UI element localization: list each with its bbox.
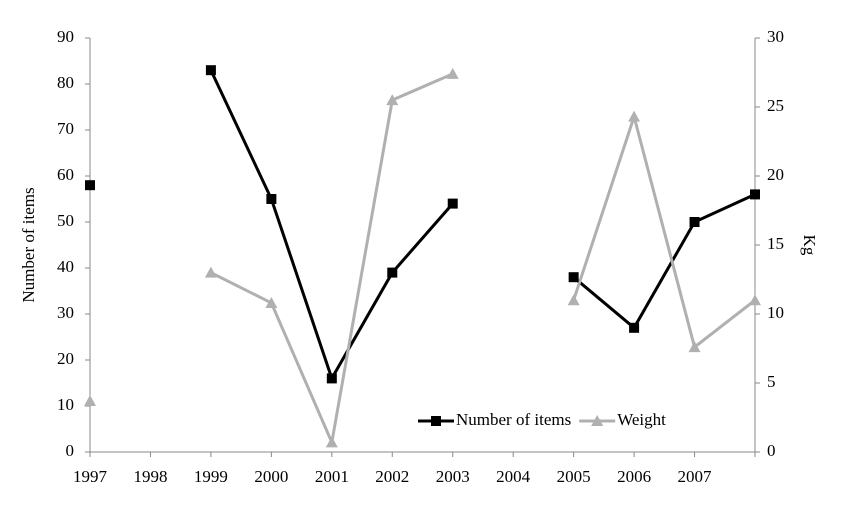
legend-label: Weight	[617, 410, 666, 429]
y-tick-label: 0	[66, 441, 75, 460]
x-tick-label: 2000	[254, 467, 288, 486]
y2-tick-label: 15	[767, 234, 784, 253]
data-point	[629, 322, 640, 333]
x-tick-label: 2007	[678, 467, 713, 486]
y-tick-label: 50	[57, 211, 74, 230]
x-tick-label: 2002	[375, 467, 409, 486]
x-tick-label: 2006	[617, 467, 651, 486]
y-tick-label: 20	[57, 349, 74, 368]
y2-tick-label: 10	[767, 303, 784, 322]
x-tick-label: 2003	[436, 467, 470, 486]
legend-marker	[431, 416, 441, 426]
y-tick-label: 10	[57, 395, 74, 414]
data-point	[446, 67, 459, 79]
y2-tick-label: 30	[767, 27, 784, 46]
y-tick-label: 80	[57, 73, 74, 92]
y-tick-label: 30	[57, 303, 74, 322]
y2-tick-label: 20	[767, 165, 784, 184]
y-axis-label: Number of items	[19, 187, 38, 302]
data-point	[688, 341, 701, 353]
data-point	[204, 266, 217, 278]
data-point	[265, 296, 278, 308]
data-point	[628, 110, 641, 122]
legend-label: Number of items	[456, 410, 571, 429]
data-point	[568, 272, 579, 283]
data-point	[387, 267, 398, 278]
y2-axis-label: Kg	[800, 235, 819, 256]
y2-tick-label: 5	[767, 372, 776, 391]
data-point	[326, 373, 337, 384]
data-point	[689, 217, 700, 227]
y-tick-label: 70	[57, 119, 74, 138]
y2-tick-label: 0	[767, 441, 776, 460]
data-point	[750, 189, 760, 200]
y-tick-label: 60	[57, 165, 74, 184]
data-point	[325, 436, 338, 448]
x-tick-label: 2004	[496, 467, 531, 486]
series-line	[209, 69, 756, 383]
x-tick-label: 1999	[194, 467, 228, 486]
y-tick-label: 90	[57, 27, 74, 46]
data-point	[266, 194, 277, 204]
x-tick-label: 2001	[315, 467, 349, 486]
x-tick-label: 1997	[73, 467, 108, 486]
x-tick-label: 1998	[133, 467, 167, 486]
data-point	[84, 394, 96, 406]
data-point	[85, 180, 95, 191]
data-point	[205, 65, 216, 76]
y-tick-label: 40	[57, 257, 74, 276]
data-point	[447, 198, 458, 209]
data-point	[386, 94, 399, 106]
data-point	[749, 294, 761, 306]
x-tick-label: 2005	[557, 467, 591, 486]
legend-marker	[591, 415, 604, 426]
data-point	[567, 294, 580, 306]
y2-tick-label: 25	[767, 96, 784, 115]
